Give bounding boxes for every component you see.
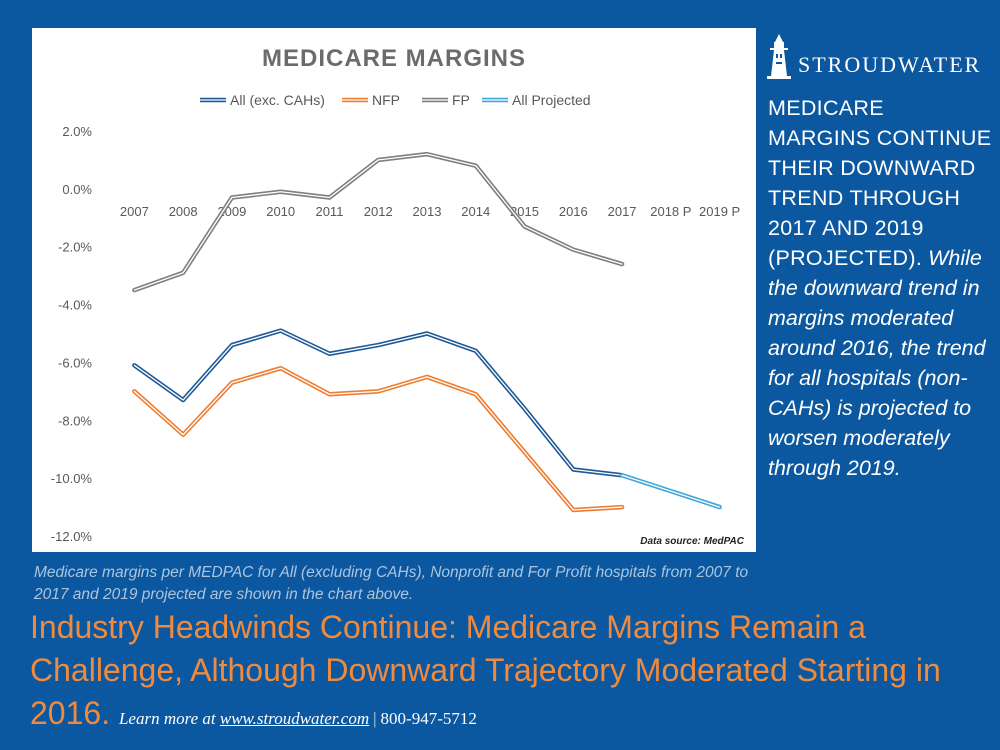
y-tick-label: -4.0%	[58, 298, 92, 313]
chart-series	[132, 151, 722, 513]
x-tick-label: 2008	[169, 204, 198, 219]
chart-title: MEDICARE MARGINS	[262, 45, 526, 72]
x-tick-label: 2018 P	[650, 204, 691, 219]
chart-panel: MEDICARE MARGINS All (exc. CAHs) NFP FP All…	[32, 28, 756, 552]
headline: Industry Headwinds Continue: Medicare Ma…	[30, 606, 990, 740]
legend-item: All (exc. CAHs)	[200, 92, 325, 108]
y-tick-label: 0.0%	[62, 182, 92, 197]
learn-more-label: Learn more at	[118, 709, 216, 728]
x-tick-label: 2017	[608, 204, 637, 219]
series-line	[132, 328, 625, 478]
legend-label: FP	[452, 92, 470, 108]
brand-logo[interactable]: STROUDWATER	[762, 30, 994, 86]
footer: Learn more at www.stroudwater.com | 800-94…	[119, 709, 477, 728]
legend-label: All Projected	[512, 92, 591, 108]
series-line	[619, 473, 722, 510]
legend-label: NFP	[372, 92, 400, 108]
y-tick-label: -2.0%	[58, 240, 92, 255]
series-line	[132, 365, 625, 513]
y-tick-label: -12.0%	[51, 529, 93, 544]
y-tick-label: -10.0%	[51, 471, 93, 486]
y-axis: 2.0% 0.0% -2.0% -4.0% -6.0% -8.0% -10.0% -12.0%	[51, 124, 93, 544]
phone-number: 800-947-5712	[380, 709, 477, 728]
x-tick-label: 2013	[413, 204, 442, 219]
x-tick-label: 2007	[120, 204, 149, 219]
x-tick-label: 2010	[266, 204, 295, 219]
y-tick-label: 2.0%	[62, 124, 92, 139]
x-tick-label: 2019 P	[699, 204, 740, 219]
x-axis: 2007 2008 2009 2010 2011 2012 2013 2014 2015 2016…	[120, 204, 740, 219]
y-tick-label: -8.0%	[58, 413, 92, 428]
legend-item: All Projected	[482, 92, 591, 108]
side-body: While the downward trend in margins mode…	[768, 246, 986, 480]
legend-item: FP	[422, 92, 470, 108]
x-tick-label: 2011	[315, 204, 343, 219]
y-tick-label: -6.0%	[58, 355, 92, 370]
legend-item: NFP	[342, 92, 400, 108]
website-link[interactable]: www.stroudwater.com	[219, 709, 370, 728]
x-tick-label: 2016	[559, 204, 588, 219]
x-tick-label: 2012	[364, 204, 393, 219]
headline-text: Industry Headwinds Continue: Medicare Ma…	[30, 609, 941, 731]
x-tick-label: 2014	[461, 204, 490, 219]
chart-caption: Medicare margins per MEDPAC for All (exc…	[34, 564, 749, 603]
brand-name: STROUDWATER	[798, 52, 982, 77]
side-panel: MEDICARE MARGINS CONTINUE THEIR DOWNWARD…	[768, 93, 992, 483]
footer-separator: |	[373, 709, 377, 728]
chart-legend: All (exc. CAHs) NFP FP All Projected	[200, 92, 591, 108]
series-line	[132, 151, 625, 293]
side-heading: MEDICARE MARGINS CONTINUE THEIR DOWNWARD…	[768, 96, 992, 270]
legend-label: All (exc. CAHs)	[230, 92, 325, 108]
line-chart: MEDICARE MARGINS All (exc. CAHs) NFP FP All…	[51, 45, 745, 547]
data-source-note: Data source: MedPAC	[640, 536, 745, 547]
lighthouse-icon	[767, 34, 791, 79]
